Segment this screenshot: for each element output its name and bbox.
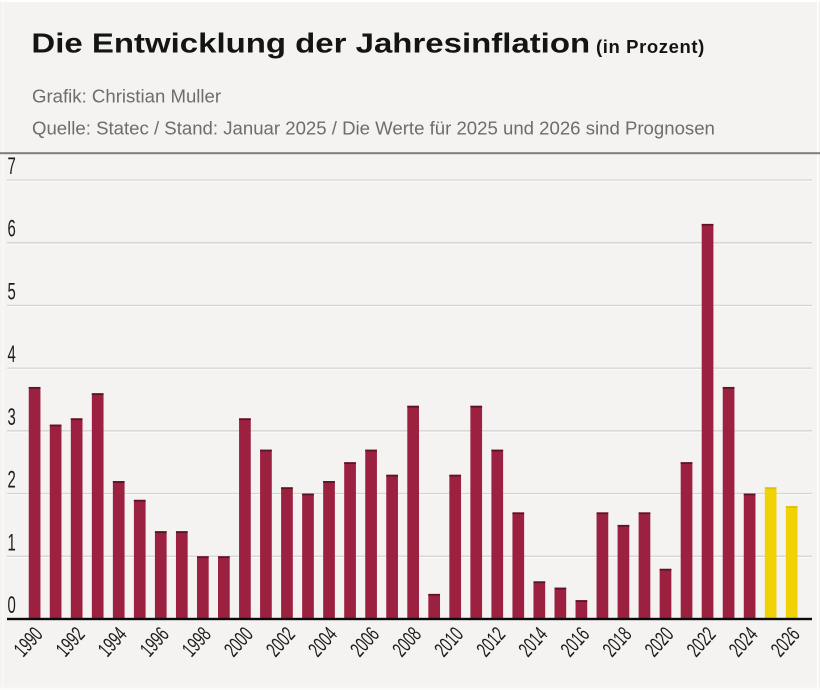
svg-text:3: 3	[8, 404, 16, 430]
svg-text:6: 6	[8, 216, 16, 242]
svg-text:5: 5	[8, 279, 16, 305]
svg-text:4: 4	[8, 342, 16, 368]
svg-text:0: 0	[8, 593, 16, 619]
svg-text:Quelle: Statec / Stand: Januar: Quelle: Statec / Stand: Januar 2025 / Di…	[32, 118, 715, 139]
svg-text:1: 1	[8, 530, 16, 556]
svg-text:7: 7	[8, 154, 16, 180]
svg-text:Grafik: Christian Muller: Grafik: Christian Muller	[32, 86, 221, 107]
svg-text:(in Prozent): (in Prozent)	[596, 36, 705, 57]
svg-text:2: 2	[8, 467, 16, 493]
svg-text:Die Entwicklung der Jahresinfl: Die Entwicklung der Jahresinflation	[31, 28, 590, 59]
